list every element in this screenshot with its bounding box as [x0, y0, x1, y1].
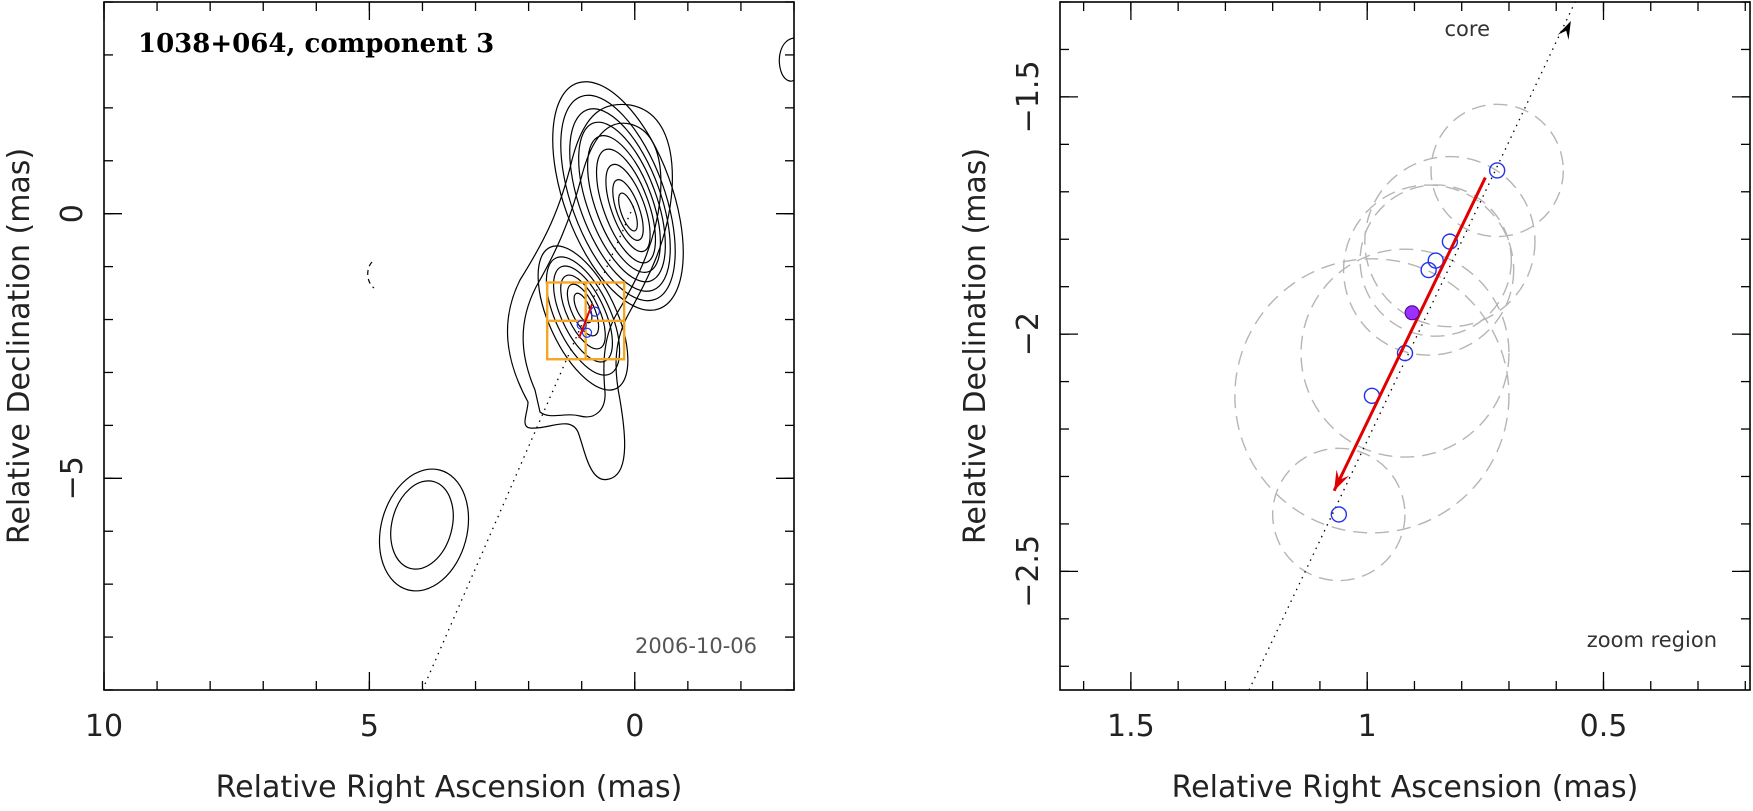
contour-component-level — [566, 283, 600, 337]
contour-component-level — [560, 274, 606, 350]
contour-core-level — [595, 148, 657, 264]
component-size-circle — [1234, 258, 1510, 534]
core-direction-arrow — [1557, 21, 1571, 40]
contour-core-level — [578, 121, 666, 283]
contour-component-level — [537, 245, 629, 391]
contour-component-level — [552, 265, 614, 363]
jet-axis-line — [1248, 2, 1576, 690]
core-label: core — [1445, 17, 1491, 41]
component-markers — [576, 303, 601, 339]
y-tick-label: −2 — [1011, 312, 1046, 356]
right-y-tick-labels: −1.5 −2 −2.5 — [1011, 60, 1046, 607]
left-y-tick-labels: 0 −5 — [55, 204, 90, 500]
y-tick-label: 0 — [55, 204, 90, 223]
left-x-axis-label: Relative Right Ascension (mas) — [216, 770, 683, 805]
right-panel: 1.5 1 0.5 −1.5 −2 −2.5 core zoom region Rela… — [958, 1, 1751, 805]
contour-core-level — [612, 179, 644, 241]
x-tick-label: 10 — [85, 709, 123, 744]
component-size-circle — [1430, 103, 1565, 238]
contour-core-level — [569, 108, 671, 292]
right-ticks — [1060, 1, 1750, 690]
y-tick-label: −2.5 — [1011, 535, 1046, 608]
contour-core-level — [618, 192, 638, 232]
contour-blob-outer — [378, 468, 470, 592]
right-axes-frame — [1059, 1, 1751, 691]
left-y-axis-label: Relative Declination (mas) — [2, 148, 37, 544]
contour-core-level — [560, 94, 676, 302]
right-x-axis-label: Relative Right Ascension (mas) — [1172, 770, 1639, 805]
y-tick-label: −1.5 — [1011, 60, 1046, 133]
contour-blob-inner — [390, 480, 454, 570]
edge-contour — [778, 37, 794, 82]
velocity-arrow — [578, 303, 594, 339]
component-size-circle — [1271, 447, 1406, 582]
contour-core-level — [587, 135, 661, 273]
contour-map — [367, 37, 794, 592]
component-position — [1420, 261, 1437, 279]
y-tick-label: −5 — [55, 456, 90, 500]
left-panel-title: 1038+064, component 3 — [138, 29, 494, 59]
left-x-tick-labels: 10 5 0 — [85, 709, 644, 744]
component-position — [1330, 506, 1348, 523]
component-marker — [581, 327, 593, 338]
mean-position-marker — [1404, 305, 1420, 321]
component-size-circle — [1300, 248, 1510, 458]
contour-component-level — [545, 256, 621, 376]
velocity-vector-head — [1334, 469, 1350, 491]
component-marker — [589, 306, 601, 317]
left-panel: 10 5 0 0 −5 1038+064, component 3 2006-10-0… — [2, 1, 795, 805]
component-size-circle — [1342, 184, 1515, 356]
velocity-vector — [1332, 176, 1487, 492]
contour-component-level — [573, 292, 593, 324]
component-size-circle — [1364, 155, 1536, 328]
component-position — [1488, 162, 1506, 179]
component-positions — [1330, 162, 1506, 523]
component-size-circles — [1234, 103, 1565, 582]
velocity-vector-shaft — [1332, 176, 1487, 492]
x-tick-label: 0.5 — [1580, 709, 1628, 744]
zoom-region-label: zoom region — [1587, 628, 1717, 652]
component-position — [1427, 252, 1444, 269]
x-tick-label: 1.5 — [1107, 709, 1155, 744]
component-size-circle — [1359, 184, 1513, 337]
jet-axis-line — [421, 202, 636, 690]
contour-core-level — [605, 163, 651, 253]
x-tick-label: 5 — [360, 709, 379, 744]
x-tick-label: 1 — [1358, 709, 1377, 744]
contour-level — [522, 122, 662, 418]
x-tick-label: 0 — [625, 709, 644, 744]
left-ticks — [103, 1, 795, 691]
observation-date: 2006-10-06 — [635, 634, 757, 658]
negative-contour — [367, 261, 375, 289]
left-axes-frame — [103, 1, 795, 691]
right-y-axis-label: Relative Declination (mas) — [958, 148, 993, 544]
right-x-tick-labels: 1.5 1 0.5 — [1107, 709, 1627, 744]
contour-core-level — [552, 81, 684, 311]
